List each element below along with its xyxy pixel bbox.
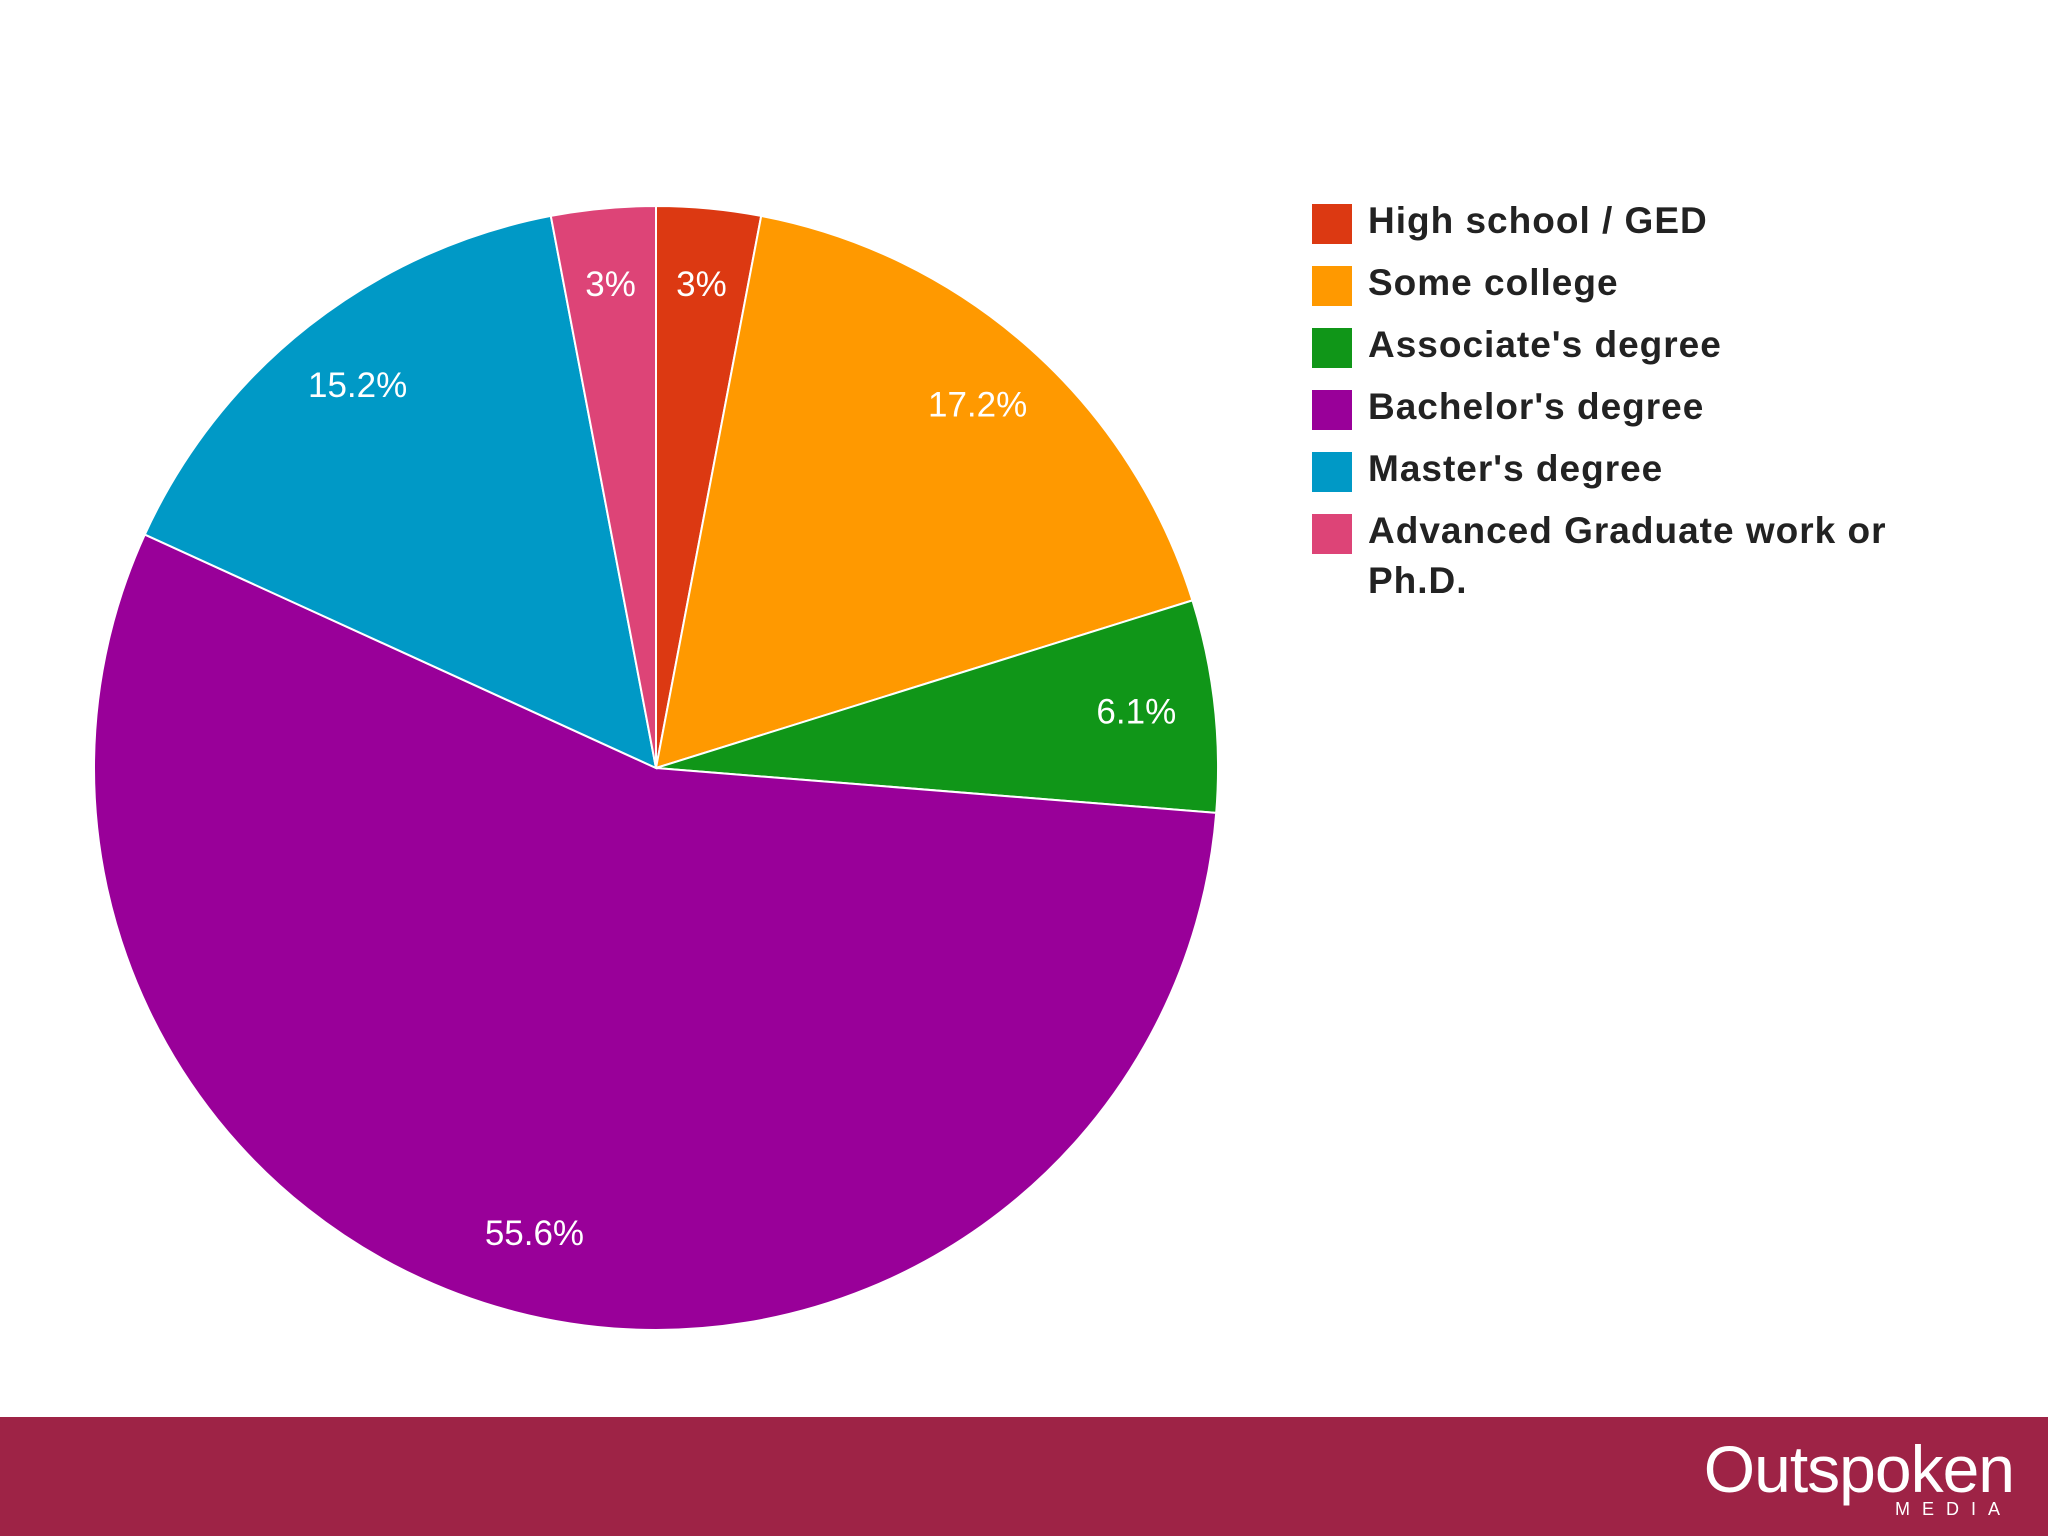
chart: 3% 17.2% 6.1% 55.6% 15.2% 3%: [93, 204, 1219, 1331]
slice-label: 55.6%: [485, 1214, 584, 1253]
legend-item: Some college: [1312, 262, 1952, 308]
legend-label: Advanced Graduate work or Ph.D.: [1368, 510, 1887, 601]
slice-label: 15.2%: [308, 366, 407, 405]
pie-slice: [549, 204, 657, 769]
brand: Outspoken: [1703, 1432, 2015, 1506]
legend-swatch: [1312, 452, 1352, 492]
legend-item: Advanced Graduate work or Ph.D.: [1312, 510, 1952, 606]
slice-label: 3%: [585, 265, 636, 304]
legend-label: Some college: [1368, 262, 1619, 303]
slice-label: 3%: [676, 265, 727, 304]
legend-swatch: [1312, 328, 1352, 368]
legend-label: Bachelor's degree: [1368, 386, 1705, 427]
legend-swatch: [1312, 204, 1352, 244]
legend: High school / GED Some college Associate's…: [1312, 200, 1952, 622]
legend-item: High school / GED: [1312, 200, 1952, 246]
legend-swatch: [1312, 390, 1352, 430]
legend-item: Master's degree: [1312, 448, 1952, 494]
slice-label: 17.2%: [928, 385, 1027, 424]
footer: Outspoken MEDIA: [0, 1417, 2048, 1536]
legend-label: Associate's degree: [1368, 324, 1722, 365]
pie-slice: [143, 214, 658, 770]
pie-slice: [93, 533, 1218, 1331]
legend-swatch: [1312, 514, 1352, 554]
pie-slice: [655, 599, 1219, 815]
legend-label: Master's degree: [1368, 448, 1664, 489]
legend-item: Associate's degree: [1312, 324, 1952, 370]
legend-item: Bachelor's degree: [1312, 386, 1952, 432]
tagline: MEDIA: [1894, 1499, 2012, 1519]
legend-swatch: [1312, 266, 1352, 306]
legend-label: High school / GED: [1368, 200, 1708, 241]
slice-label: 6.1%: [1096, 693, 1176, 732]
pie-slice: [654, 214, 1194, 770]
